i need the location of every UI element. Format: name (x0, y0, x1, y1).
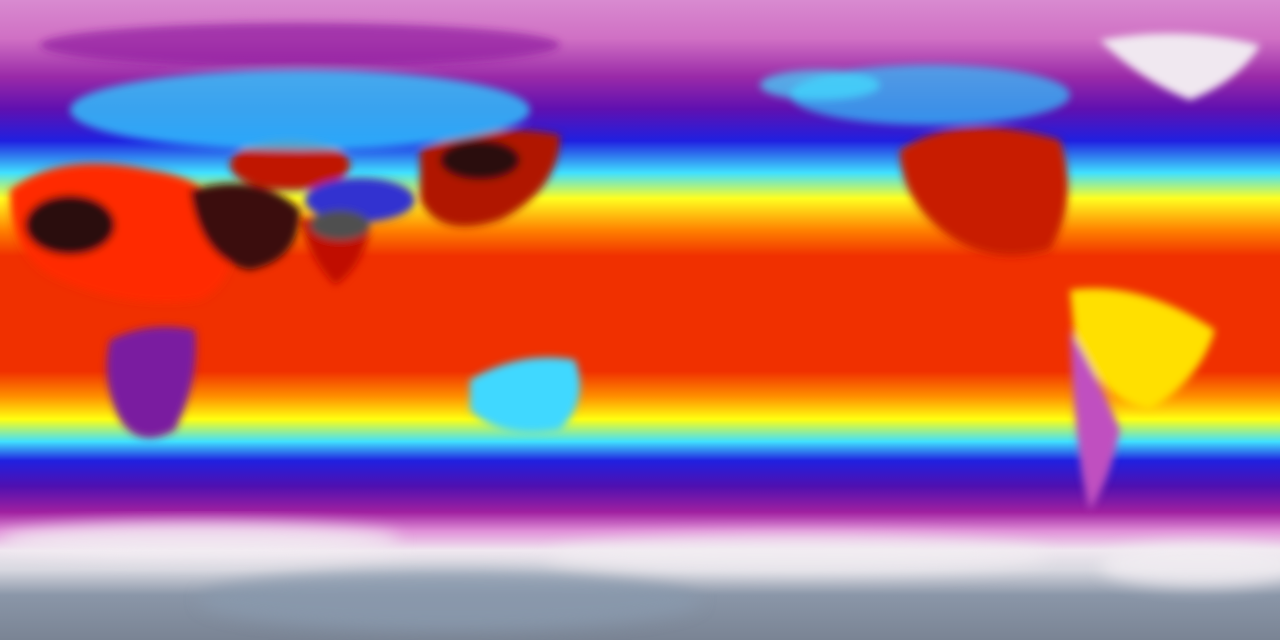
continents (10, 23, 1260, 510)
himalaya (310, 210, 370, 240)
andes-patagonia (1070, 330, 1120, 510)
central-asia (230, 140, 350, 190)
arctic-russia (40, 23, 560, 67)
southern-ice-clouds (0, 522, 1280, 630)
australia (470, 357, 580, 433)
africa-south (106, 326, 196, 438)
arabia (190, 183, 300, 270)
north-america (900, 127, 1068, 256)
siberia (70, 70, 530, 150)
alaska (760, 70, 880, 100)
gobi-hot-spot (440, 140, 520, 180)
south-america-north (1070, 288, 1215, 410)
sahara-hot-spot (25, 195, 115, 255)
greenland (1100, 33, 1260, 100)
